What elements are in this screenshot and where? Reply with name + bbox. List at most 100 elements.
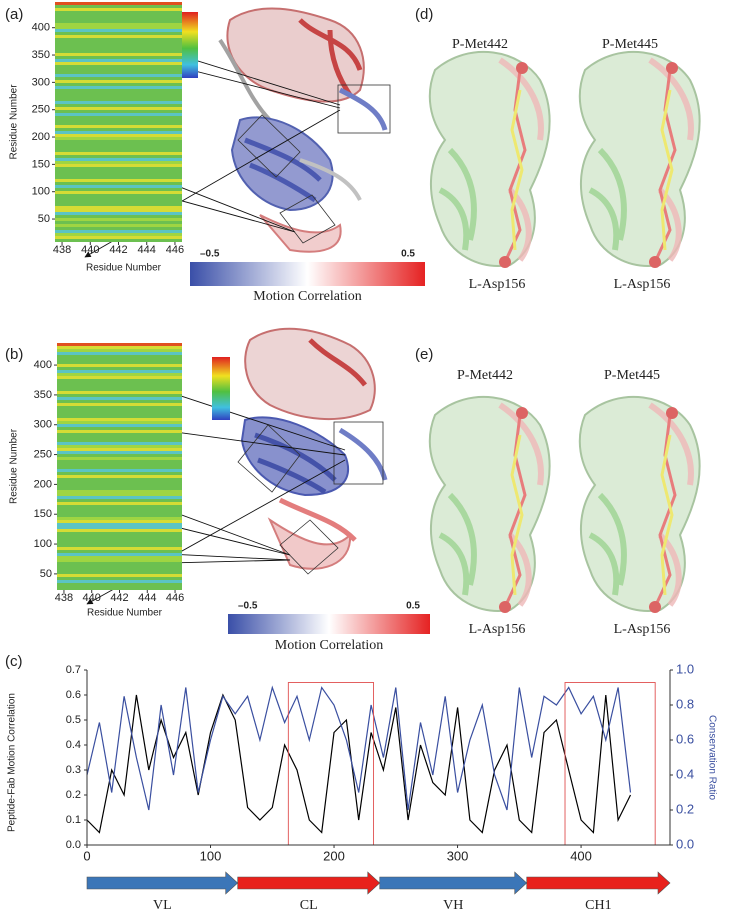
heatmap-stripe (55, 53, 182, 56)
heatmap-stripe (57, 559, 182, 562)
colorbar-min: –0.5 (238, 601, 258, 612)
heatmap-stripe (57, 469, 182, 472)
x-tick-label: 440 (81, 244, 99, 256)
y-tick-label: 200 (34, 478, 52, 490)
heatmap-stripe (57, 346, 182, 349)
structure-images (430, 52, 700, 613)
y-tick-label: 300 (32, 76, 50, 88)
heatmap-stripe (55, 179, 182, 182)
y-tick-label: 0.7 (66, 664, 81, 676)
x-tick-label: 438 (55, 592, 73, 604)
annotation-boxes (237, 84, 391, 575)
x-tick-label: 200 (323, 848, 345, 863)
heatmap-stripe (57, 364, 182, 367)
y-tick-label: 0.5 (66, 714, 81, 726)
heatmap-stripe (55, 26, 182, 29)
heatmap-stripe (57, 451, 182, 454)
y-tick-label: 0.2 (66, 789, 81, 801)
y-tick-label: 400 (34, 359, 52, 371)
y-tick-label: 0.0 (66, 839, 81, 851)
highlight-box (287, 682, 375, 846)
structure-label: L-Asp156 (614, 622, 671, 637)
y-tick-label: 50 (40, 568, 52, 580)
y-tick-label: 0.4 (66, 739, 81, 751)
heatmap-stripe (55, 35, 182, 38)
y-tick-label: 50 (38, 213, 50, 225)
colorbar (190, 262, 425, 286)
heatmap-stripe (57, 370, 182, 373)
heatmap-stripe (57, 520, 182, 523)
heatmap-top-band (55, 2, 182, 5)
heatmap-stripe (55, 224, 182, 227)
heatmap-stripe (55, 161, 182, 164)
domain-label: CH1 (585, 898, 611, 913)
x-tick-label: 0 (83, 848, 90, 863)
x-tick-label: 100 (200, 848, 222, 863)
y-tick-label: 150 (32, 158, 50, 170)
y-axis-label: Residue Number (9, 428, 20, 504)
heatmap-stripe (55, 236, 182, 239)
heatmap-stripe (55, 185, 182, 188)
protein-structure (218, 7, 388, 253)
heatmap-stripe (57, 376, 182, 379)
heatmap-stripe (57, 523, 182, 526)
y-tick-label: 0.6 (66, 689, 81, 701)
x-tick-label: 438 (53, 244, 71, 256)
y2-tick-label: 1.0 (676, 661, 694, 676)
heatmap-stripe (57, 403, 182, 406)
heatmap-stripe (57, 397, 182, 400)
heatmap-stripe (57, 517, 182, 520)
heatmap-stripe (57, 442, 182, 445)
structure-label: L-Asp156 (469, 622, 526, 637)
y-tick-label: 350 (32, 49, 50, 61)
heatmap-background (55, 2, 182, 242)
color-scale (180, 12, 198, 78)
heatmap-stripe (55, 23, 182, 26)
y-tick-label: 0.3 (66, 764, 81, 776)
highlight-box (564, 682, 656, 846)
panel-label: (d) (415, 6, 433, 23)
panel-label: (b) (5, 346, 23, 363)
heatmap-stripe (55, 152, 182, 155)
y-axis-label: Residue Number (9, 84, 20, 160)
series-line (86, 693, 632, 834)
y2-tick-label: 0.0 (676, 836, 694, 851)
x-tick-label: 300 (447, 848, 469, 863)
y-tick-label: 250 (32, 104, 50, 116)
y-tick-label: 100 (32, 186, 50, 198)
heatmap-stripe (57, 445, 182, 448)
x-tick-label: 446 (166, 244, 184, 256)
heatmap-stripe (57, 496, 182, 499)
x-tick-label: 444 (138, 244, 156, 256)
heatmap-stripe (55, 191, 182, 194)
heatmap-stripe (55, 164, 182, 167)
heatmap-stripe (57, 526, 182, 529)
heatmap-stripe (57, 490, 182, 493)
heatmap-stripe (57, 421, 182, 424)
y2-tick-label: 0.6 (676, 731, 694, 746)
heatmap-stripe (55, 29, 182, 32)
structure-label: L-Asp156 (614, 277, 671, 292)
colorbar-min: –0.5 (200, 249, 220, 260)
heatmap-stripe (57, 475, 182, 478)
domain-arrow (379, 871, 528, 895)
heatmap-stripe (57, 430, 182, 433)
x-tick-label: 440 (83, 592, 101, 604)
structure-label: P-Met445 (604, 368, 660, 383)
x-tick-label: 442 (110, 592, 128, 604)
heatmap-stripe (57, 391, 182, 394)
domain-label: VH (443, 898, 463, 913)
colorbar-max: 0.5 (406, 601, 420, 612)
heatmap-stripe (55, 125, 182, 128)
heatmap-stripe (55, 80, 182, 83)
heatmap-stripe (57, 424, 182, 427)
heatmap-stripe (55, 209, 182, 212)
heatmap-stripe (55, 137, 182, 140)
heatmap-stripe (57, 493, 182, 496)
panel-label: (e) (415, 346, 433, 363)
heatmap-stripe (55, 86, 182, 89)
colorbar-max: 0.5 (401, 249, 415, 260)
domain-arrow (86, 871, 239, 895)
heatmap-stripe (57, 349, 182, 352)
heatmap-stripe (57, 352, 182, 355)
